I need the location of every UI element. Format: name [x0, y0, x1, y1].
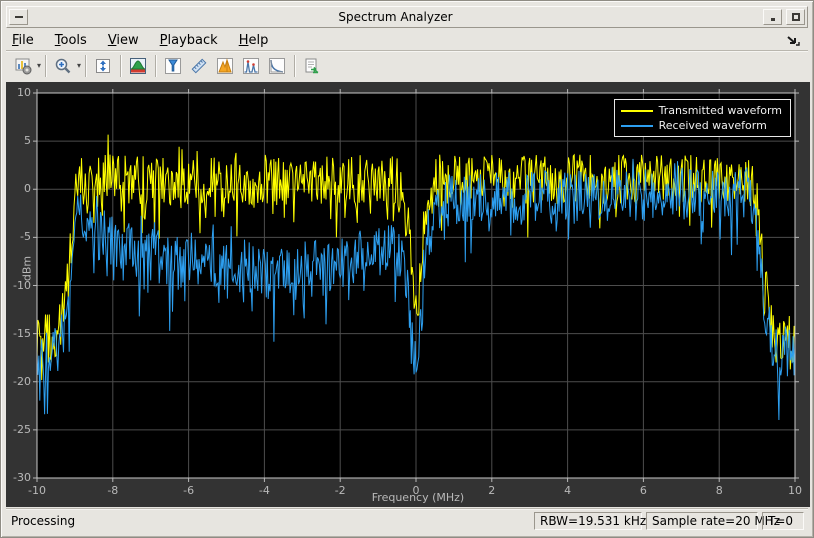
- y-tick-label: -20: [13, 374, 31, 388]
- status-time: T=0: [762, 512, 804, 530]
- x-tick-label: 2: [488, 484, 496, 497]
- spectrum-settings-button[interactable]: [11, 54, 35, 78]
- dock-button[interactable]: [785, 33, 801, 47]
- menu-bar: File Tools View Playback Help: [6, 30, 808, 50]
- spectrum-settings-icon: [15, 58, 32, 74]
- y-tick-label: -15: [13, 326, 31, 340]
- legend-label: Transmitted waveform: [658, 104, 782, 117]
- status-bar: Processing RBW=19.531 kHz Sample rate=20…: [6, 508, 808, 533]
- export-icon: [305, 58, 319, 73]
- spectrum-view-button[interactable]: [126, 54, 150, 78]
- y-tick-label: 5: [24, 134, 31, 148]
- toolbar-separator: [45, 54, 47, 77]
- legend-line-sample: [620, 124, 653, 127]
- x-tick-label: -2: [334, 484, 346, 497]
- x-tick-label: -8: [107, 484, 119, 497]
- minimize-icon: [770, 18, 775, 21]
- menu-view[interactable]: View: [107, 32, 139, 48]
- zoom-button[interactable]: [51, 54, 75, 78]
- spectrum-view-icon: [130, 57, 147, 74]
- distortion-measurements-icon: [243, 57, 260, 74]
- y-tick-label: 10: [17, 86, 31, 99]
- menu-tools[interactable]: Tools: [54, 32, 87, 48]
- window-menu-icon: [14, 16, 23, 18]
- export-button[interactable]: [300, 54, 324, 78]
- menu-file[interactable]: File: [12, 32, 34, 48]
- y-tick-label: -25: [13, 422, 31, 436]
- x-tick-label: 0: [412, 484, 420, 497]
- status-processing: Processing: [11, 514, 76, 528]
- legend-entry[interactable]: Transmitted waveform: [620, 103, 782, 118]
- title-bar[interactable]: Spectrum Analyzer: [6, 6, 808, 28]
- spectrum-plot[interactable]: [31, 87, 801, 484]
- y-tick-label: -30: [13, 471, 31, 484]
- ruler-button[interactable]: [187, 54, 211, 78]
- y-tick-label: 0: [24, 182, 31, 196]
- toolbar: ▾ ▾: [6, 50, 808, 80]
- minimize-button[interactable]: [763, 9, 782, 25]
- x-tick-label: -4: [258, 484, 270, 497]
- zoom-icon: [55, 58, 71, 73]
- window-title: Spectrum Analyzer: [338, 10, 453, 24]
- figure-area: 10 5 0 -5 -10 -15 -20 -25 -30 -10 -8 -6 -4 -2 0 2 4 6 8 10 …: [6, 82, 810, 507]
- y-axis-label: dBm: [20, 255, 34, 282]
- legend[interactable]: Transmitted waveform Received waveform: [613, 99, 791, 137]
- dock-icon: [787, 36, 800, 46]
- menu-playback[interactable]: Playback: [159, 32, 218, 48]
- x-tick-label: 10: [788, 484, 802, 497]
- legend-line-sample: [620, 109, 653, 112]
- x-tick-label: 6: [639, 484, 647, 497]
- x-tick-label: -10: [28, 484, 46, 497]
- ccdf-measurements-icon: [269, 57, 286, 74]
- toolbar-separator: [85, 54, 87, 77]
- spectrum-settings-dropdown[interactable]: ▾: [37, 61, 42, 70]
- x-axis-label: Frequency (MHz): [371, 491, 465, 504]
- autoscale-y-icon: [96, 58, 111, 73]
- x-tick-label: 4: [564, 484, 572, 497]
- toolbar-separator: [120, 54, 122, 77]
- y-tick-label: -10: [13, 278, 31, 292]
- maximize-button[interactable]: [786, 9, 805, 25]
- toolbar-separator: [155, 54, 157, 77]
- x-tick-label: 8: [715, 484, 723, 497]
- toolbar-separator: [294, 54, 296, 77]
- trace-received-waveform: [36, 158, 796, 421]
- ruler-icon: [191, 58, 207, 73]
- y-tick-label: -5: [20, 230, 31, 244]
- status-sample-rate: Sample rate=20 MHz: [646, 512, 780, 530]
- status-rbw: RBW=19.531 kHz: [534, 512, 646, 530]
- cursor-measurements-icon: [165, 57, 182, 74]
- menu-help[interactable]: Help: [238, 32, 269, 48]
- cursor-measurements-button[interactable]: [161, 54, 185, 78]
- peak-finder-icon: [217, 57, 234, 74]
- maximize-icon: [791, 13, 800, 21]
- window-menu-button[interactable]: [9, 9, 28, 25]
- x-tick-label: -6: [183, 484, 195, 497]
- ccdf-measurements-button[interactable]: [265, 54, 289, 78]
- legend-entry[interactable]: Received waveform: [620, 118, 782, 133]
- zoom-dropdown[interactable]: ▾: [77, 61, 82, 70]
- distortion-measurements-button[interactable]: [239, 54, 263, 78]
- peak-finder-button[interactable]: [213, 54, 237, 78]
- trace-transmitted-waveform: [36, 134, 796, 381]
- legend-label: Received waveform: [658, 119, 767, 132]
- autoscale-y-button[interactable]: [91, 54, 115, 78]
